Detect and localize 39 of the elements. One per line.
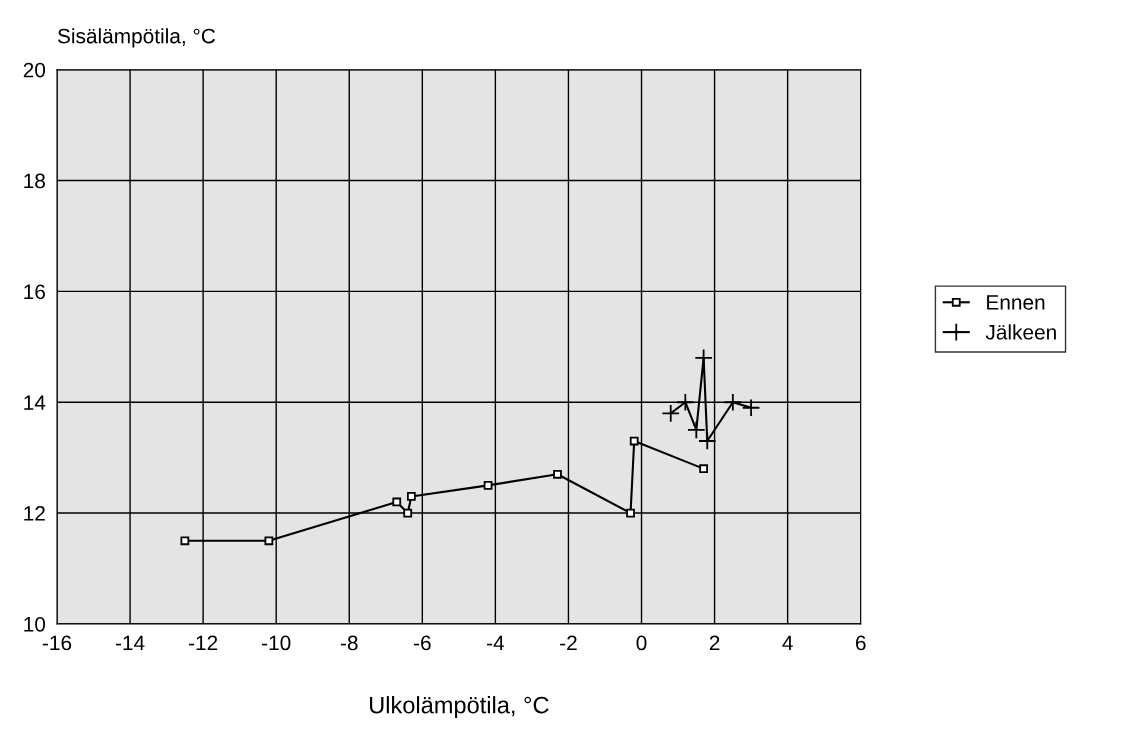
x-tick-label: -12 [189,635,218,651]
point [694,348,713,368]
point [699,464,708,474]
y-tick-label: 12 [24,506,45,521]
y-tick-label: 10 [24,616,46,632]
point [741,398,761,418]
x-tick-label: 0 [636,635,647,651]
y-tick-label: 14 [24,395,46,410]
point [629,436,639,446]
point [392,497,402,507]
point [403,508,413,518]
point [723,392,743,412]
x-tick-label: -10 [262,635,291,651]
x-tick-label: -16 [42,635,72,651]
x-tick-label: 6 [855,635,866,651]
point [661,404,680,423]
point [180,536,190,546]
y-tick-label: 16 [24,284,45,300]
x-tick-label: -8 [340,635,358,651]
point [687,420,706,440]
x-tick-label: -4 [487,635,505,651]
point [676,392,695,412]
x-tick-label: 4 [782,635,793,651]
point [626,508,635,518]
x-tick-label: -6 [413,635,431,651]
point [553,469,562,479]
point [264,536,274,546]
point [483,480,493,490]
x-tick-label: 2 [709,635,720,651]
x-tick-label: -14 [115,635,145,651]
y-tick-label: 18 [24,173,45,189]
legend-label: Ennen [987,295,1045,310]
x-tick-label: -2 [560,635,577,651]
legend-label: Jälkeen [985,324,1056,340]
y-axis-title: Sisälämpötila, °C [57,28,216,48]
point [698,431,717,451]
y-tick-label: 20 [23,62,46,78]
point [406,492,416,501]
x-axis-title: Ulkolämpötila, °C [370,696,549,719]
